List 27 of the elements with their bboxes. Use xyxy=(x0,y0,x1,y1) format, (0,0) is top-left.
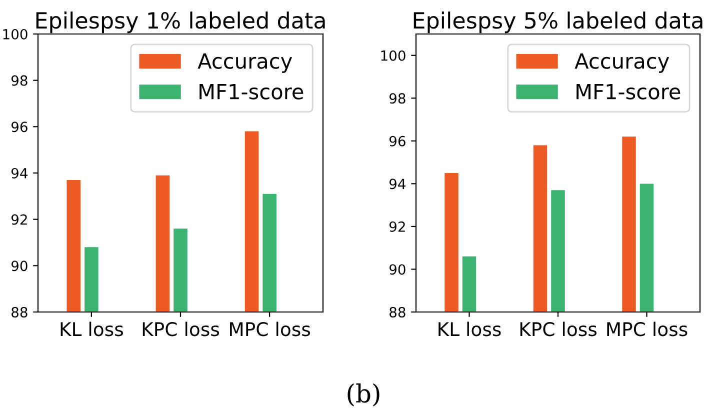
text: (b) xyxy=(348,383,380,406)
chart-title: Epilespsy 5% labeled data xyxy=(414,12,702,34)
y-tick-label: 100 xyxy=(3,28,28,40)
x-tick-label: KPC loss xyxy=(520,322,597,336)
y-tick-label: 96 xyxy=(11,122,28,132)
y-tick-label: 88 xyxy=(390,306,406,318)
y-tick-label: 90 xyxy=(11,260,28,272)
y-tick-label: 98 xyxy=(11,75,28,86)
y-tick-label: 94 xyxy=(11,168,28,178)
x-tick-label: MPC loss xyxy=(607,322,688,336)
y-tick-label: 92 xyxy=(389,221,405,232)
chart-title: Epilespsy 1% labeled data xyxy=(36,12,325,34)
y-tick-label: 94 xyxy=(389,178,406,190)
x-tick-label: KL loss xyxy=(438,322,501,336)
x-tick-label: KL loss xyxy=(60,322,123,336)
y-tick-label: 96 xyxy=(389,136,406,146)
y-tick-label: 92 xyxy=(11,214,27,225)
y-tick-label: 88 xyxy=(12,306,28,318)
x-tick-label: MPC loss xyxy=(230,322,310,336)
legend-label: MF1-score xyxy=(200,84,304,100)
legend-label: MF1-score xyxy=(576,84,680,100)
y-tick-label: 90 xyxy=(389,264,406,275)
y-tick-label: 98 xyxy=(389,93,406,104)
x-tick-label: KPC loss xyxy=(142,322,220,336)
legend-label: Accuracy xyxy=(198,53,292,73)
legend-label: Accuracy xyxy=(574,53,670,73)
y-tick-label: 100 xyxy=(381,50,406,61)
